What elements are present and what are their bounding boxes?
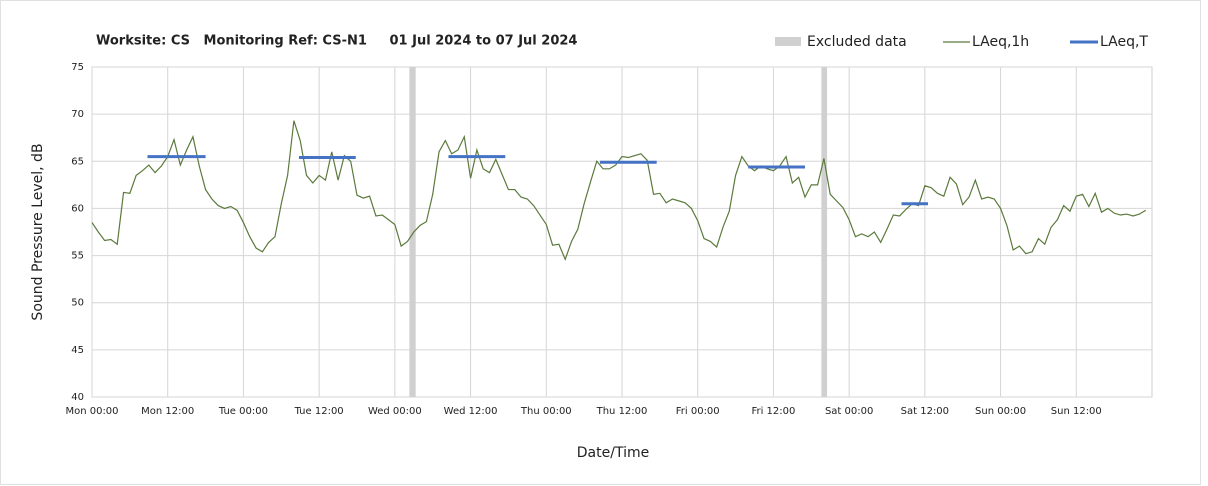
x-axis-label: Date/Time xyxy=(577,445,649,461)
legend-label: Excluded data xyxy=(807,34,907,50)
x-tick-label: Wed 00:00 xyxy=(368,406,422,417)
legend-label: LAeq,T xyxy=(1100,34,1148,50)
x-tick-label: Thu 00:00 xyxy=(520,406,572,417)
y-tick-label: 45 xyxy=(71,345,84,356)
excluded-band xyxy=(821,67,828,397)
x-tick-label: Fri 00:00 xyxy=(676,406,720,417)
chart-title: Worksite: CS Monitoring Ref: CS-N1 01 Ju… xyxy=(96,34,577,49)
y-axis-label: Sound Pressure Level, dB xyxy=(30,143,46,320)
x-tick-label: Thu 12:00 xyxy=(596,406,648,417)
x-tick-label: Tue 12:00 xyxy=(294,406,344,417)
x-tick-label: Mon 12:00 xyxy=(141,406,194,417)
y-tick-label: 65 xyxy=(71,156,84,167)
y-tick-label: 70 xyxy=(71,109,84,120)
x-tick-label: Mon 00:00 xyxy=(65,406,118,417)
x-tick-label: Sat 12:00 xyxy=(901,406,949,417)
y-tick-label: 40 xyxy=(71,392,84,403)
x-tick-label: Sun 00:00 xyxy=(975,406,1026,417)
y-tick-label: 50 xyxy=(71,298,84,309)
legend-label: LAeq,1h xyxy=(972,34,1029,50)
x-tick-label: Tue 00:00 xyxy=(218,406,268,417)
line-series xyxy=(91,120,1146,262)
x-tick-label: Wed 12:00 xyxy=(444,406,498,417)
y-tick-label: 55 xyxy=(71,251,84,262)
x-tick-label: Sat 00:00 xyxy=(825,406,873,417)
x-tick-label: Fri 12:00 xyxy=(751,406,795,417)
excluded-band xyxy=(409,67,416,397)
legend-swatch xyxy=(775,37,801,46)
x-tick-label: Sun 12:00 xyxy=(1051,406,1102,417)
y-tick-label: 60 xyxy=(71,203,84,214)
y-tick-label: 75 xyxy=(71,62,84,73)
